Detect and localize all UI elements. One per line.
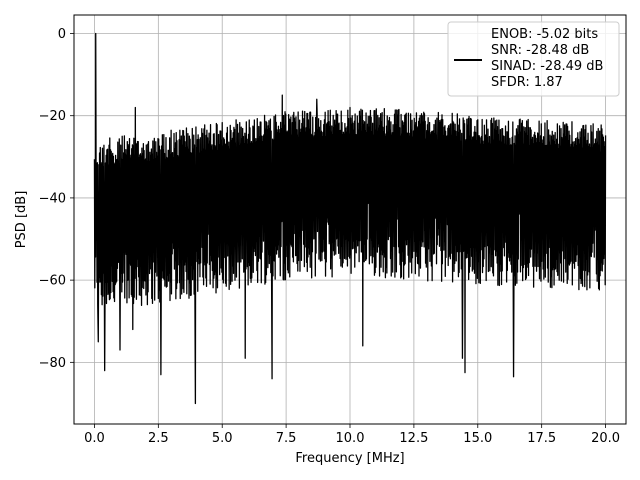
x-tick-label: 7.5: [276, 431, 297, 446]
x-tick-label: 12.5: [399, 431, 428, 446]
y-tick-label: 0: [58, 27, 66, 42]
y-tick-label: −80: [39, 356, 66, 371]
legend-sinad: SINAD: -28.49 dB: [491, 59, 603, 74]
legend-snr: SNR: -28.48 dB: [491, 43, 589, 58]
y-tick-label: −20: [39, 109, 66, 124]
legend-enob: ENOB: -5.02 bits: [491, 27, 598, 42]
x-tick-label: 15.0: [463, 431, 492, 446]
legend-sfdr: SFDR: 1.87: [491, 75, 563, 90]
x-tick-label: 17.5: [527, 431, 556, 446]
x-tick-label: 20.0: [591, 431, 620, 446]
legend: ENOB: -5.02 bits SNR: -28.48 dB SINAD: -…: [447, 21, 620, 97]
y-tick-label: −40: [39, 191, 66, 206]
x-tick-label: 2.5: [148, 431, 169, 446]
legend-box: [447, 21, 620, 97]
series-line: [93, 32, 607, 405]
x-tick-label: 5.0: [212, 431, 233, 446]
x-tick-label: 0.0: [84, 431, 105, 446]
x-axis-ticks: 0.0 2.5 5.0 7.5 10.0 12.5 15.0 17.5 20.0: [84, 424, 620, 446]
x-axis-label: Frequency [MHz]: [295, 451, 404, 466]
x-tick-label: 10.0: [336, 431, 365, 446]
series-psd: [93, 32, 607, 405]
y-axis-label: PSD [dB]: [14, 191, 29, 249]
y-tick-label: −60: [39, 274, 66, 289]
y-axis-ticks: 0 −20 −40 −60 −80: [39, 27, 74, 371]
